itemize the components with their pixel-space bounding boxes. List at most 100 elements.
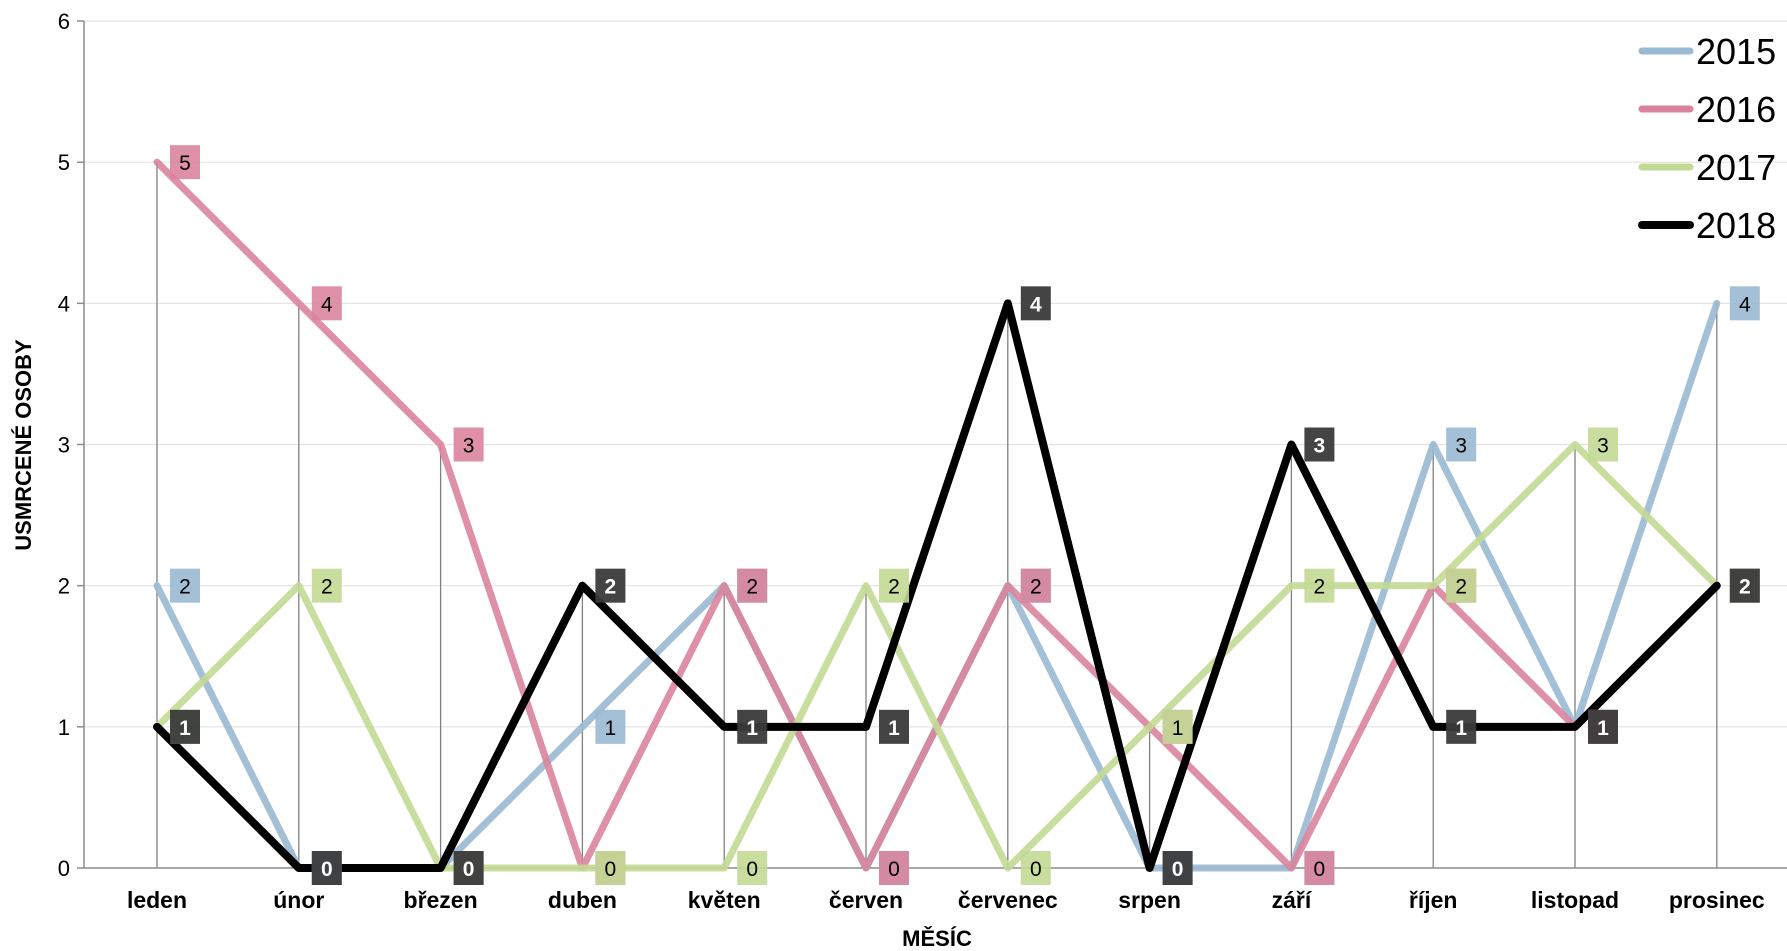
data-label-box bbox=[879, 709, 909, 744]
data-label-text: 2 bbox=[888, 576, 900, 599]
x-category-label: říjen bbox=[1409, 887, 1458, 913]
data-label: 3 bbox=[1304, 427, 1335, 462]
legend-label: 2015 bbox=[1696, 31, 1776, 72]
data-label-box bbox=[1446, 568, 1477, 603]
data-label: 0 bbox=[311, 851, 342, 885]
data-label-text: 3 bbox=[1455, 435, 1467, 458]
data-label-box bbox=[311, 851, 342, 885]
data-label: 2 bbox=[595, 568, 626, 603]
data-label-box bbox=[453, 427, 484, 462]
data-label-text: 0 bbox=[463, 858, 475, 881]
data-label: 2 bbox=[879, 568, 909, 603]
series-lines bbox=[153, 158, 1721, 872]
data-label-text: 2 bbox=[1739, 576, 1751, 599]
x-category-label: duben bbox=[548, 887, 617, 913]
data-label-text: 0 bbox=[746, 858, 758, 881]
data-label-text: 1 bbox=[746, 717, 758, 740]
y-tick-label: 5 bbox=[58, 150, 70, 175]
y-tick-label: 2 bbox=[58, 574, 70, 599]
x-category-label: březen bbox=[404, 887, 478, 913]
data-label-text: 0 bbox=[1030, 858, 1042, 881]
data-label-box bbox=[1588, 709, 1618, 744]
legend-item-2017: 2017 bbox=[1638, 147, 1776, 188]
data-label: 4 bbox=[311, 286, 342, 321]
data-label: 1 bbox=[737, 709, 768, 744]
x-axis-categories: leden únor březen duben květen červen červenec… bbox=[127, 887, 1765, 913]
data-label-text: 1 bbox=[888, 717, 900, 740]
data-label-text: 4 bbox=[1030, 293, 1042, 316]
data-label-text: 1 bbox=[605, 717, 617, 740]
data-label: 1 bbox=[1446, 709, 1477, 744]
x-category-label: listopad bbox=[1531, 887, 1619, 913]
legend-label: 2016 bbox=[1696, 89, 1776, 130]
data-label-box bbox=[453, 851, 484, 885]
x-category-label: květen bbox=[688, 887, 761, 913]
y-tick-label: 4 bbox=[58, 291, 70, 316]
data-label-box bbox=[1588, 427, 1618, 462]
data-label-text: 2 bbox=[179, 576, 191, 599]
data-label: 0 bbox=[1304, 851, 1335, 885]
data-label: 2 bbox=[1020, 568, 1051, 603]
data-label: 2 bbox=[1729, 568, 1760, 603]
data-label: 2 bbox=[311, 568, 342, 603]
data-label-box bbox=[170, 568, 200, 603]
data-label: 1 bbox=[595, 709, 626, 744]
x-category-label: srpen bbox=[1118, 887, 1181, 913]
data-label-box bbox=[1304, 851, 1335, 885]
x-category-label: leden bbox=[127, 887, 187, 913]
y-axis-ticks: 0 1 2 3 4 5 6 bbox=[58, 9, 84, 881]
data-label: 3 bbox=[1588, 427, 1618, 462]
y-tick-label: 1 bbox=[58, 715, 70, 740]
legend-label: 2017 bbox=[1696, 147, 1776, 188]
data-label-text: 1 bbox=[1597, 717, 1609, 740]
series-line-2017 bbox=[153, 441, 1721, 872]
data-label: 1 bbox=[170, 709, 200, 744]
data-label: 0 bbox=[737, 851, 768, 885]
data-label-box bbox=[311, 286, 342, 321]
data-label-box bbox=[595, 851, 626, 885]
data-label-text: 3 bbox=[1597, 435, 1609, 458]
data-label: 2 bbox=[1304, 568, 1335, 603]
data-label-box bbox=[1020, 851, 1051, 885]
data-label-box bbox=[737, 568, 768, 603]
data-label-text: 2 bbox=[321, 576, 333, 599]
data-label-text: 2 bbox=[1455, 576, 1467, 599]
data-label-text: 4 bbox=[321, 293, 333, 316]
x-category-label: únor bbox=[273, 887, 324, 913]
data-label-text: 0 bbox=[888, 858, 900, 881]
data-label-text: 0 bbox=[605, 858, 617, 881]
data-label-text: 5 bbox=[179, 152, 191, 175]
data-label: 4 bbox=[1020, 286, 1051, 321]
data-label: 0 bbox=[1020, 851, 1051, 885]
data-label-text: 1 bbox=[179, 717, 191, 740]
x-category-label: září bbox=[1272, 887, 1313, 913]
data-label: 3 bbox=[453, 427, 484, 462]
data-label-text: 1 bbox=[1172, 717, 1184, 740]
data-label-box bbox=[1729, 286, 1760, 321]
data-label-box bbox=[737, 709, 768, 744]
data-label-text: 4 bbox=[1739, 293, 1751, 316]
data-label-text: 2 bbox=[1030, 576, 1042, 599]
data-label: 0 bbox=[595, 851, 626, 885]
legend-item-2015: 2015 bbox=[1638, 31, 1776, 72]
y-tick-label: 3 bbox=[58, 433, 70, 458]
data-label-text: 2 bbox=[605, 576, 617, 599]
data-label-box bbox=[1162, 709, 1193, 744]
data-label-text: 0 bbox=[1172, 858, 1184, 881]
data-label: 5 bbox=[170, 145, 200, 180]
data-label-box bbox=[311, 568, 342, 603]
data-label: 0 bbox=[453, 851, 484, 885]
data-label-box bbox=[1304, 568, 1335, 603]
data-label-box bbox=[595, 568, 626, 603]
x-axis-title: MĚSÍC bbox=[902, 926, 972, 951]
data-label-text: 2 bbox=[746, 576, 758, 599]
data-label: 1 bbox=[1588, 709, 1618, 744]
y-tick-label: 6 bbox=[58, 9, 70, 34]
data-label-box bbox=[170, 145, 200, 180]
data-label-box bbox=[737, 851, 768, 885]
x-category-label: červen bbox=[829, 887, 903, 913]
data-label: 0 bbox=[1162, 851, 1193, 885]
x-category-label: prosinec bbox=[1669, 887, 1765, 913]
data-label-text: 1 bbox=[1455, 717, 1467, 740]
